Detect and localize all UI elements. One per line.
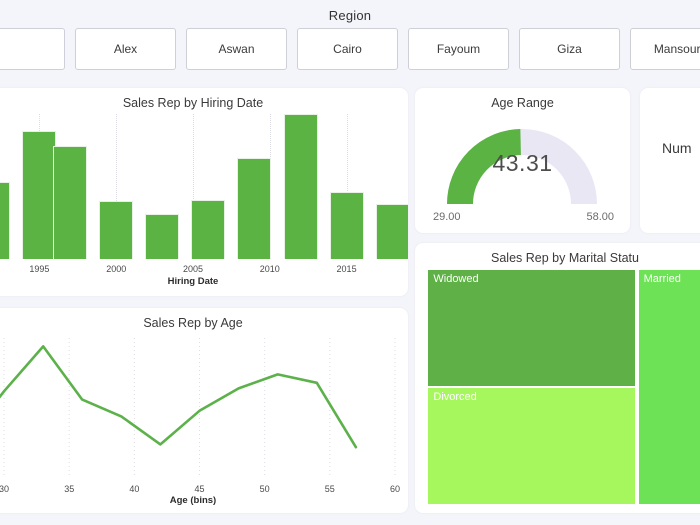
region-button-partial[interactable] bbox=[0, 28, 65, 70]
axis-tick: 35 bbox=[64, 484, 75, 494]
axis-tick: 1995 bbox=[29, 264, 50, 274]
gauge-svg bbox=[447, 129, 597, 205]
hiring-bar-plot[interactable] bbox=[0, 114, 408, 259]
treemap-tile-label: Married bbox=[643, 273, 681, 285]
axis-tick: 55 bbox=[324, 484, 335, 494]
marital-chart-title: Sales Rep by Marital Statu bbox=[491, 251, 639, 265]
bar[interactable] bbox=[145, 214, 180, 259]
region-button-alex[interactable]: Alex bbox=[75, 28, 176, 70]
gauge-active-arc bbox=[447, 129, 522, 205]
gauge-arc bbox=[415, 112, 630, 212]
gauge-max-label: 58.00 bbox=[586, 211, 614, 223]
gauge-min-label: 29.00 bbox=[433, 211, 461, 223]
hiring-chart-title: Sales Rep by Hiring Date bbox=[122, 96, 264, 110]
slicer-title: Region bbox=[328, 8, 372, 23]
age-chart-title: Sales Rep by Age bbox=[143, 316, 243, 330]
bar[interactable] bbox=[22, 131, 57, 259]
gridline bbox=[193, 114, 194, 259]
marital-treemap[interactable]: Widowed Divorced Married bbox=[423, 269, 700, 505]
region-button-aswan[interactable]: Aswan bbox=[186, 28, 287, 70]
region-button-label: Alex bbox=[113, 42, 138, 56]
treemap-tile-label: Widowed bbox=[433, 273, 479, 285]
number-card-title: Num bbox=[662, 140, 692, 156]
hiring-axis-label: Hiring Date bbox=[167, 276, 219, 287]
region-button-cairo[interactable]: Cairo bbox=[297, 28, 398, 70]
axis-tick: 45 bbox=[194, 484, 205, 494]
axis-tick: 30 bbox=[0, 484, 10, 494]
age-axis-label: Age (bins) bbox=[169, 495, 217, 506]
card-sales-rep-by-age[interactable]: Sales Rep by Age 30 35 40 45 50 55 60 Age (bin… bbox=[0, 308, 408, 513]
region-button-row: AlexAswanCairoFayoumGizaMansouraPort-Sai… bbox=[0, 28, 700, 70]
region-button-giza[interactable]: Giza bbox=[519, 28, 620, 70]
axis-tick: 2010 bbox=[259, 264, 280, 274]
age-line-plot[interactable] bbox=[0, 308, 408, 513]
region-button-label: Mansoura bbox=[653, 42, 700, 56]
axis-tick: 50 bbox=[259, 484, 270, 494]
treemap-tile-label: Divorced bbox=[433, 391, 477, 403]
axis-tick: 60 bbox=[389, 484, 400, 494]
region-button-label: Cairo bbox=[333, 42, 362, 56]
age-line-series[interactable] bbox=[0, 345, 358, 449]
bar[interactable] bbox=[329, 192, 364, 259]
bar[interactable] bbox=[237, 157, 272, 259]
gridline bbox=[116, 114, 118, 259]
bar[interactable] bbox=[283, 114, 318, 259]
bar[interactable] bbox=[375, 203, 408, 259]
axis-tick: 2000 bbox=[106, 264, 127, 274]
bar[interactable] bbox=[0, 182, 11, 259]
region-slicer: Region AlexAswanCairoFayoumGizaMansouraP… bbox=[0, 0, 700, 80]
card-sales-rep-by-hiring-date[interactable]: Sales Rep by Hiring Date 1995 2000 2005 201… bbox=[0, 88, 408, 296]
treemap-tile[interactable]: Married bbox=[637, 269, 700, 505]
card-number-of[interactable]: Num bbox=[640, 88, 700, 233]
axis-tick: 40 bbox=[129, 484, 140, 494]
axis-tick: 2005 bbox=[182, 264, 204, 274]
region-button-mansoura[interactable]: Mansoura bbox=[630, 28, 700, 70]
gridline bbox=[346, 114, 348, 259]
card-sales-rep-by-marital-status[interactable]: Sales Rep by Marital Statu Widowed Divorc… bbox=[415, 243, 700, 513]
axis-tick: 2015 bbox=[336, 264, 357, 274]
bar[interactable] bbox=[191, 199, 226, 259]
treemap-tile[interactable]: Widowed bbox=[427, 269, 637, 387]
gauge-title: Age Range bbox=[491, 96, 554, 110]
region-button-fayoum[interactable]: Fayoum bbox=[408, 28, 509, 70]
bar[interactable] bbox=[53, 145, 88, 259]
gauge-value: 43.31 bbox=[492, 150, 553, 176]
card-age-range-gauge[interactable]: Age Range 43.31 29.00 58.00 bbox=[415, 88, 630, 233]
region-button-label: Giza bbox=[557, 42, 582, 56]
region-button-label: Aswan bbox=[218, 42, 255, 56]
bar[interactable] bbox=[99, 201, 134, 259]
treemap-tile[interactable]: Divorced bbox=[427, 387, 637, 505]
region-button-label: Fayoum bbox=[436, 42, 481, 56]
